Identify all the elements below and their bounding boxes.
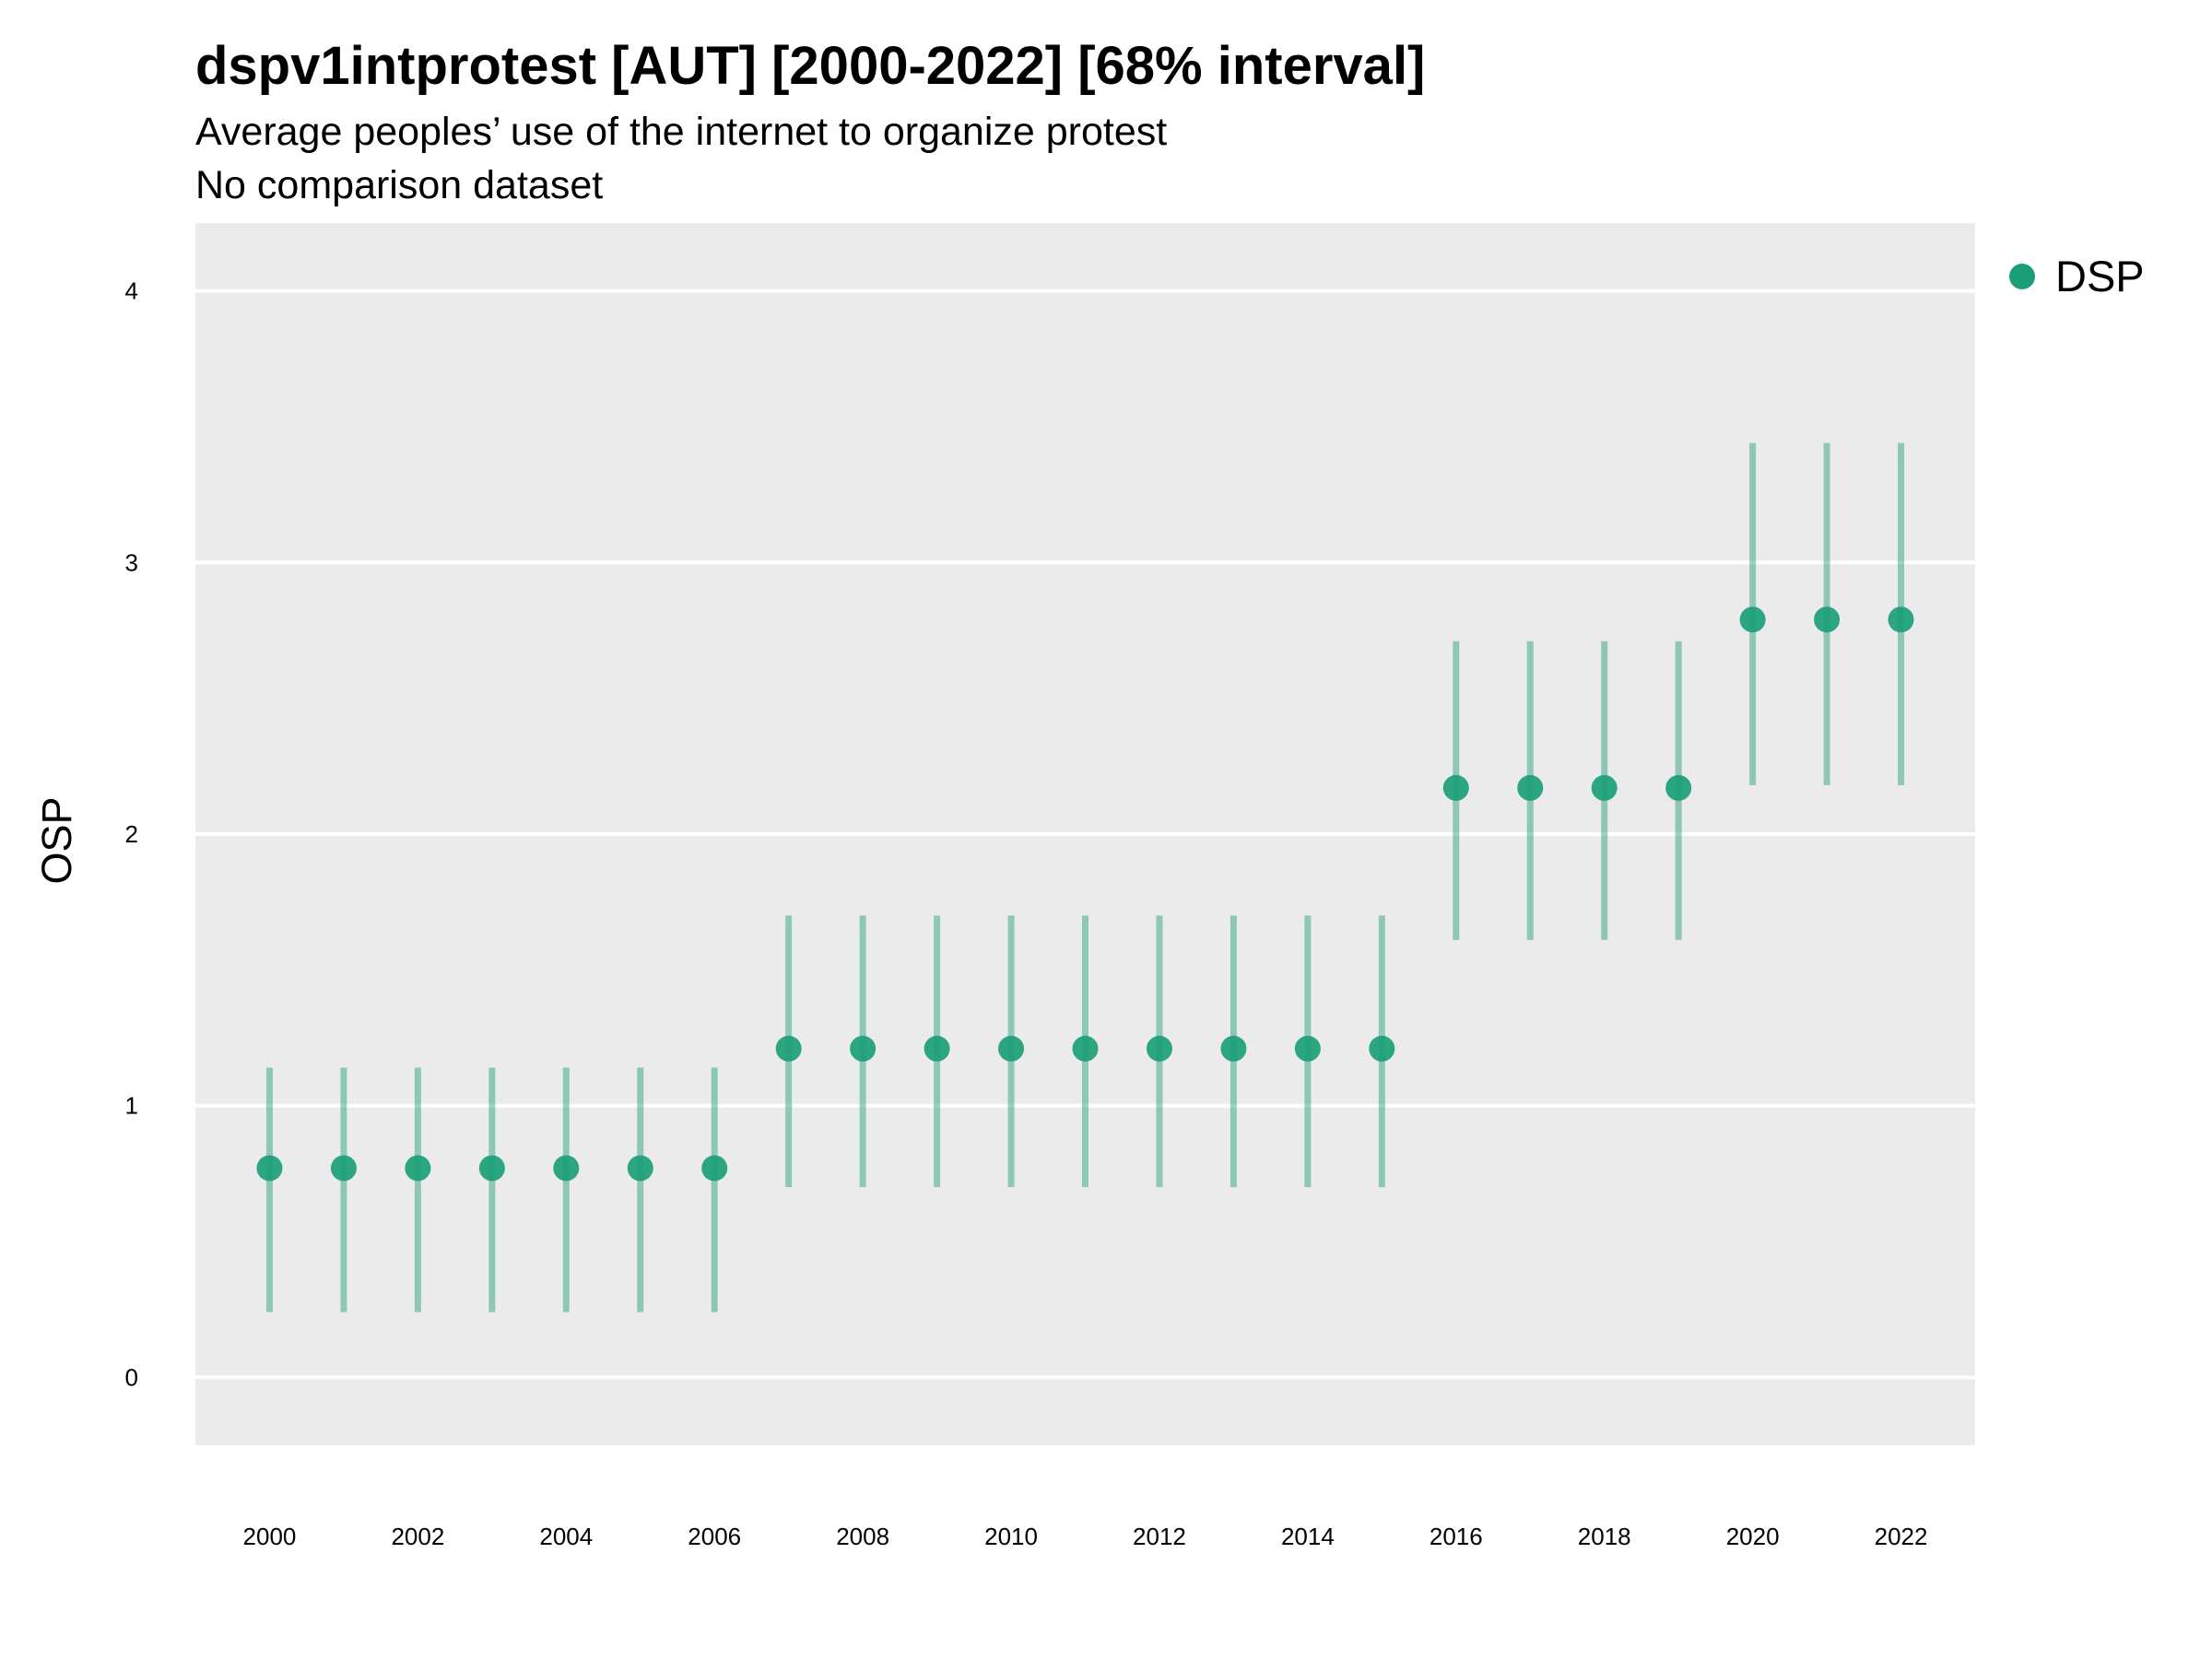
chart-title: dspv1intprotest [AUT] [2000-2022] [68% i… — [195, 36, 1426, 96]
data-point-2016 — [1442, 774, 1469, 801]
legend-label-dsp: DSP — [2055, 252, 2145, 300]
data-point-2007 — [775, 1035, 802, 1062]
data-point-2022 — [1888, 606, 1914, 633]
data-point-2017 — [1517, 774, 1544, 801]
data-point-2021 — [1814, 606, 1841, 633]
data-point-2008 — [850, 1035, 877, 1062]
y-tick-label-1: 1 — [125, 1092, 138, 1120]
data-point-2011 — [1072, 1035, 1099, 1062]
data-point-2003 — [478, 1155, 505, 1182]
gridlines — [195, 288, 1975, 1380]
data-point-2009 — [924, 1035, 950, 1062]
x-tick-label-2000: 2000 — [243, 1523, 297, 1550]
y-tick-label-0: 0 — [125, 1363, 138, 1391]
x-tick-label-2012: 2012 — [1133, 1523, 1186, 1550]
x-tick-label-2022: 2022 — [1875, 1523, 1928, 1550]
x-tick-label-2018: 2018 — [1578, 1523, 1631, 1550]
data-points — [256, 606, 1914, 1182]
y-tick-label-3: 3 — [125, 548, 138, 576]
data-point-2013 — [1220, 1035, 1247, 1062]
x-tick-label-2010: 2010 — [984, 1523, 1038, 1550]
data-point-2020 — [1739, 606, 1766, 633]
x-tick-label-2002: 2002 — [391, 1523, 444, 1550]
data-point-2000 — [256, 1155, 283, 1182]
data-point-2015 — [1369, 1035, 1395, 1062]
legend-swatch-dsp — [2009, 263, 2035, 289]
data-point-2005 — [627, 1155, 653, 1182]
x-tick-label-2008: 2008 — [836, 1523, 889, 1550]
data-point-2001 — [330, 1155, 357, 1182]
x-tick-label-2020: 2020 — [1726, 1523, 1780, 1550]
y-axis-ticks: 0 1 2 3 4 — [125, 277, 138, 1392]
x-tick-label-2014: 2014 — [1281, 1523, 1335, 1550]
data-point-2010 — [998, 1035, 1025, 1062]
x-axis-ticks: 2000 2002 2004 2006 2008 2010 2012 2014 2016 2018… — [243, 1523, 1928, 1550]
y-tick-label-2: 2 — [125, 820, 138, 848]
x-tick-label-2004: 2004 — [539, 1523, 593, 1550]
legend: DSP — [2009, 251, 2145, 301]
x-tick-label-2006: 2006 — [688, 1523, 741, 1550]
y-tick-label-4: 4 — [125, 277, 138, 305]
chart-subtitle: Average peoples’ use of the internet to … — [195, 110, 1168, 207]
data-point-2012 — [1146, 1035, 1172, 1062]
data-point-2018 — [1591, 774, 1618, 801]
data-point-2002 — [405, 1155, 431, 1182]
data-point-2014 — [1294, 1035, 1321, 1062]
data-point-2006 — [701, 1155, 728, 1182]
data-point-2019 — [1665, 774, 1692, 801]
data-point-2004 — [553, 1155, 580, 1182]
x-tick-label-2016: 2016 — [1430, 1523, 1483, 1550]
